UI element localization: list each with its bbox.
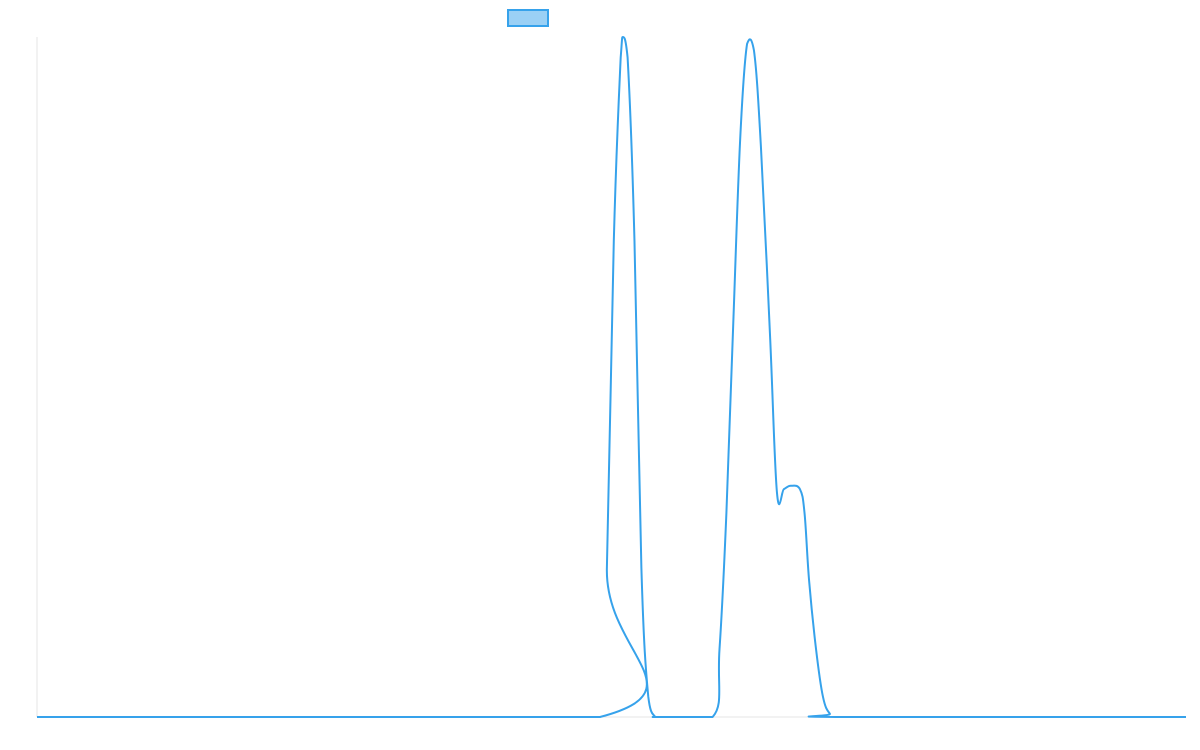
- legend-swatch[interactable]: [507, 9, 549, 27]
- legend[interactable]: [507, 9, 549, 27]
- series-line: [36, 36, 1186, 719]
- series-layer: [36, 36, 1186, 719]
